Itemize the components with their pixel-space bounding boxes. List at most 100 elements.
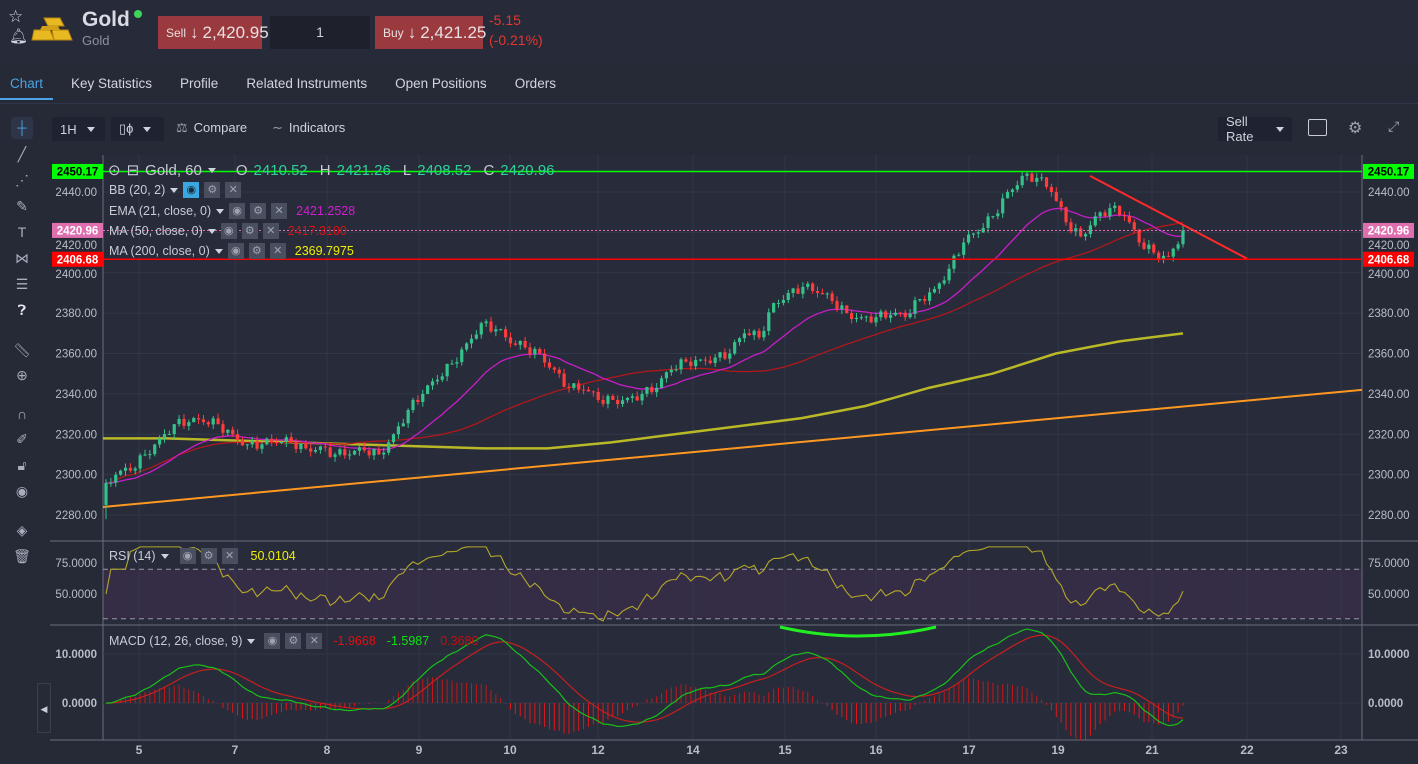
candle-body: [586, 389, 591, 392]
candle-body: [718, 352, 722, 358]
marker-badge-left: [52, 251, 103, 267]
magnet-icon[interactable]: ∩: [16, 406, 28, 422]
trash-icon[interactable]: 🗑︎: [13, 548, 31, 564]
layout-toggle-button[interactable]: [1308, 119, 1327, 136]
gear-icon[interactable]: ⚙: [285, 633, 302, 649]
main-legend: ⊙ ⊟ Gold, 60 O 2410.52 H 2421.26 L 2408.52 C…: [108, 161, 555, 180]
candle-body: [1010, 189, 1015, 192]
fib-tool-icon[interactable]: ⋰: [15, 172, 29, 188]
candle-body: [625, 397, 630, 401]
gear-icon[interactable]: ⚙: [241, 223, 258, 239]
candle-body: [811, 283, 815, 292]
eye-icon[interactable]: ◉: [183, 182, 200, 198]
chevron-down-icon[interactable]: [207, 167, 216, 173]
candle-body: [986, 216, 990, 228]
help-icon[interactable]: ❓︎: [17, 302, 27, 318]
macd-signal-line: [105, 634, 1184, 723]
sell-button[interactable]: Sell ↓ 2,420.95: [158, 16, 269, 49]
close-icon[interactable]: ✕: [225, 182, 242, 198]
gear-icon[interactable]: ⚙: [250, 203, 267, 219]
chevron-down-icon: [143, 126, 152, 132]
quantity-input[interactable]: 1: [270, 16, 370, 49]
chevron-down-icon: [86, 126, 95, 132]
hide-panel-icon[interactable]: ⊟: [126, 162, 140, 179]
fullscreen-icon[interactable]: ⤢: [1388, 118, 1400, 134]
tab-chart[interactable]: Chart: [0, 70, 54, 100]
tab-profile[interactable]: Profile: [180, 76, 219, 91]
date-tick-label: 12: [591, 743, 605, 757]
gear-icon[interactable]: ⚙: [204, 182, 221, 198]
rsi-band: [103, 569, 1362, 619]
candle-body: [201, 419, 206, 423]
candle-body: [781, 299, 785, 303]
eye-icon[interactable]: ◉: [179, 548, 196, 564]
candle-body: [1059, 201, 1063, 208]
date-tick-label: 15: [778, 743, 792, 757]
star-icon[interactable]: ☆: [8, 7, 24, 26]
chevron-down-icon[interactable]: [170, 187, 179, 193]
text-tool-icon[interactable]: T: [17, 224, 27, 240]
settings-gear-icon[interactable]: ⚙: [1348, 120, 1363, 137]
collapse-panel-handle[interactable]: ◀: [37, 683, 51, 733]
eye-icon[interactable]: ◉: [227, 243, 244, 259]
layers-icon[interactable]: ◈: [16, 522, 28, 538]
close-icon[interactable]: ✕: [262, 223, 279, 239]
unlock-icon[interactable]: 🔓︎: [17, 457, 27, 473]
eye-icon[interactable]: ◉: [15, 483, 29, 499]
timeframe-select[interactable]: 1H: [52, 117, 105, 141]
chevron-down-icon[interactable]: [207, 228, 216, 234]
ruler-icon[interactable]: 📏︎: [13, 342, 31, 358]
candle-body: [908, 313, 912, 318]
candle-body: [274, 442, 279, 444]
drawing-toolbar: ╱ ⋰ ✎ T ⋈ ☰ ❓︎ 📏︎ ⊕ ∩ ✐ 🔓︎ ◉ ◈ 🗑︎: [0, 115, 44, 575]
timeframe-value: 1H: [60, 121, 77, 137]
candle-body: [465, 343, 469, 350]
close-icon[interactable]: ✕: [221, 548, 238, 564]
brush-icon[interactable]: ✎: [16, 198, 28, 214]
tab-related-instruments[interactable]: Related Instruments: [246, 76, 368, 91]
marker-label: 2420.96: [1368, 225, 1410, 237]
bb-legend: BB (20, 2) ◉ ⚙ ✕: [109, 181, 242, 199]
tab-open-positions[interactable]: Open Positions: [395, 76, 487, 91]
eye-icon[interactable]: ◉: [229, 203, 246, 219]
chart-type-select[interactable]: ▯ɸ: [111, 117, 164, 141]
gear-icon[interactable]: ⚙: [248, 243, 265, 259]
compare-button[interactable]: ⚖ Compare: [176, 120, 247, 136]
measure-tool-icon[interactable]: ☰: [15, 276, 29, 292]
trend-line-icon[interactable]: ╱: [17, 146, 27, 162]
rate-select[interactable]: Sell Rate: [1218, 114, 1292, 144]
candle-body: [450, 363, 454, 365]
eye-icon[interactable]: ◉: [220, 223, 237, 239]
pattern-tool-icon[interactable]: ⋈: [15, 250, 29, 266]
rsi-value: 50.0104: [250, 549, 296, 563]
zoom-in-icon[interactable]: ⊕: [16, 367, 28, 383]
tab-key-statistics[interactable]: Key Statistics: [71, 76, 153, 91]
date-tick-label: 7: [232, 743, 239, 757]
candle-body: [445, 363, 449, 377]
candle-body: [1137, 229, 1141, 243]
tab-orders[interactable]: Orders: [514, 76, 556, 91]
buy-button[interactable]: Buy ↓ 2,421.25: [375, 16, 486, 49]
eye-icon[interactable]: ◉: [264, 633, 281, 649]
candle-body: [396, 426, 400, 435]
indicators-label: Indicators: [288, 120, 346, 135]
crosshair-tool-icon[interactable]: ┼: [11, 117, 33, 139]
sell-arrow-icon: ↓: [190, 22, 199, 42]
chevron-down-icon[interactable]: [160, 553, 169, 559]
collapse-icon[interactable]: ⊙: [108, 162, 121, 179]
gear-icon[interactable]: ⚙: [200, 548, 217, 564]
macd-line: [105, 628, 1184, 728]
macd-histogram-value: 0.3680: [440, 634, 479, 648]
bell-icon[interactable]: 🔔︎: [9, 28, 29, 45]
candle-body: [772, 303, 776, 313]
close-icon[interactable]: ✕: [306, 633, 323, 649]
close-icon[interactable]: ✕: [271, 203, 288, 219]
chevron-down-icon[interactable]: [214, 248, 223, 254]
chevron-down-icon[interactable]: [216, 208, 225, 214]
lock-drawing-icon[interactable]: ✐: [16, 431, 28, 447]
chevron-down-icon[interactable]: [247, 638, 256, 644]
indicators-button[interactable]: ∼ Indicators: [272, 120, 345, 136]
close-icon[interactable]: ✕: [269, 243, 286, 259]
candle-body: [430, 381, 435, 386]
